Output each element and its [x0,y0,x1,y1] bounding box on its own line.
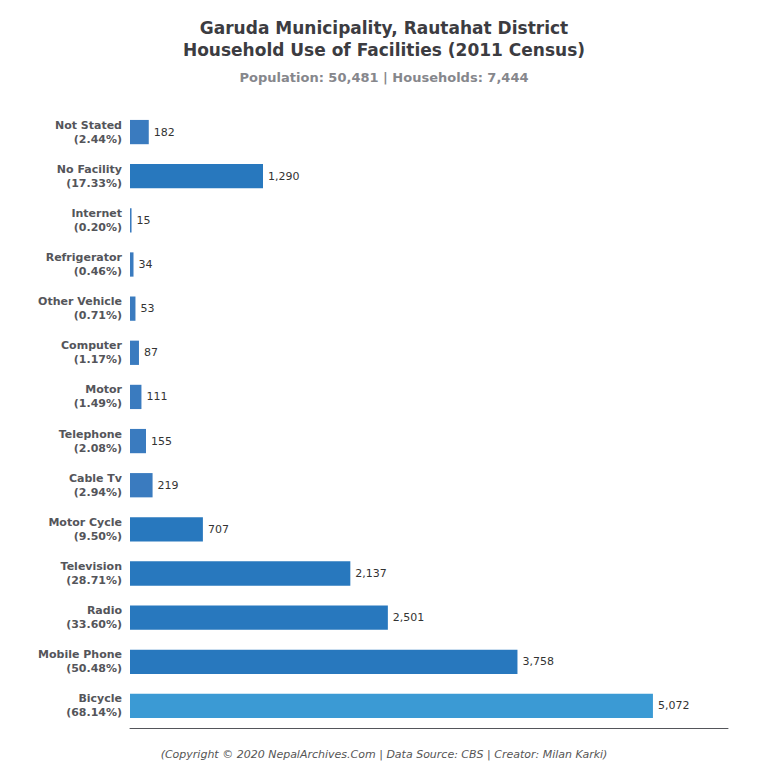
svg-text:(50.48%): (50.48%) [66,662,122,675]
svg-text:2,137: 2,137 [355,567,387,580]
svg-text:Radio: Radio [87,604,123,617]
svg-text:111: 111 [146,390,167,403]
svg-text:(68.14%): (68.14%) [66,706,122,719]
svg-text:53: 53 [140,302,154,315]
svg-text:Telephone: Telephone [59,428,122,441]
svg-text:34: 34 [139,258,153,271]
svg-text:Computer: Computer [61,339,123,352]
svg-text:Household Use of Facilities (2: Household Use of Facilities (2011 Census… [183,40,585,60]
svg-text:2,501: 2,501 [393,611,425,624]
svg-text:5,072: 5,072 [658,699,690,712]
svg-text:(1.17%): (1.17%) [74,353,122,366]
svg-text:182: 182 [154,126,175,139]
svg-text:(0.20%): (0.20%) [74,221,122,234]
svg-text:87: 87 [144,346,158,359]
svg-text:Television: Television [61,560,122,573]
svg-text:3,758: 3,758 [522,655,554,668]
svg-text:(2.44%): (2.44%) [74,133,122,146]
svg-text:707: 707 [208,523,229,536]
svg-text:(17.33%): (17.33%) [66,177,122,190]
svg-text:Bicycle: Bicycle [78,692,122,705]
svg-text:Internet: Internet [71,207,122,220]
svg-text:(2.08%): (2.08%) [74,442,122,455]
svg-text:Cable Tv: Cable Tv [69,472,123,485]
svg-text:(28.71%): (28.71%) [66,574,122,587]
svg-text:1,290: 1,290 [268,170,300,183]
svg-text:15: 15 [137,214,151,227]
svg-text:Population: 50,481 | Household: Population: 50,481 | Households: 7,444 [240,70,529,85]
svg-text:(33.60%): (33.60%) [66,618,122,631]
svg-text:(0.46%): (0.46%) [74,265,122,278]
svg-text:(9.50%): (9.50%) [74,530,122,543]
svg-text:Other Vehicle: Other Vehicle [38,295,122,308]
svg-text:(1.49%): (1.49%) [74,397,122,410]
svg-text:Garuda Municipality, Rautahat: Garuda Municipality, Rautahat District [200,18,568,38]
svg-text:155: 155 [151,435,172,448]
svg-text:Refrigerator: Refrigerator [46,251,123,264]
svg-text:219: 219 [158,479,179,492]
svg-text:Motor: Motor [85,383,122,396]
svg-text:No Facility: No Facility [57,163,122,176]
svg-text:Motor Cycle: Motor Cycle [48,516,122,529]
svg-text:Not Stated: Not Stated [55,119,122,132]
svg-text:(2.94%): (2.94%) [74,486,122,499]
svg-text:(0.71%): (0.71%) [74,309,122,322]
svg-text:(Copyright © 2020 NepalArchive: (Copyright © 2020 NepalArchives.Com | Da… [161,748,608,761]
svg-text:Mobile Phone: Mobile Phone [38,648,122,661]
